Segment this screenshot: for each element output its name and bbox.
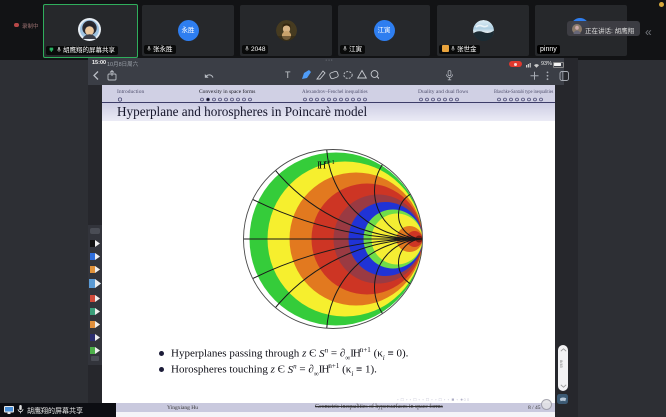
svg-text:T: T	[285, 70, 291, 80]
